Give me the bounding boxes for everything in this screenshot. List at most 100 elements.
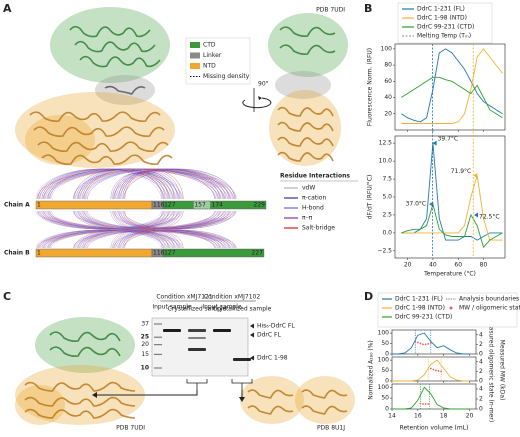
y-tick-label: 0 <box>385 378 389 385</box>
y-tick-label: 0.0 <box>382 229 392 236</box>
legend-swatch <box>190 52 200 59</box>
y-axis-label: dF/dT (RFU/°C) <box>367 175 374 220</box>
structure-ribbon <box>24 381 136 392</box>
chain-ctd <box>162 248 265 258</box>
structure-ribbon <box>24 396 136 407</box>
pdb-label: PDB 7UDI <box>116 425 145 432</box>
arrowhead <box>239 397 245 402</box>
gel-band <box>188 337 206 339</box>
mw-point <box>416 341 419 344</box>
pdb-label: PDB 8U1J <box>317 425 345 432</box>
mw-point <box>429 342 432 344</box>
mw-point <box>424 403 427 405</box>
y-axis-label: Normalized A₂₈₀ (%) <box>368 340 375 400</box>
structure-ribbon <box>277 151 334 162</box>
y-tick-label: 12.5 <box>379 140 393 147</box>
y-tick-label: 10.0 <box>379 158 393 165</box>
gel-band <box>188 329 206 332</box>
interaction-label: Salt-bridge <box>302 225 335 232</box>
structure-surface <box>50 7 170 83</box>
legend-label: Melting Temp (Tₘ) <box>417 33 471 40</box>
peak-marker <box>432 140 437 146</box>
panel-label: A <box>3 2 12 15</box>
residue-number: 229 <box>254 202 266 209</box>
legend-swatch <box>449 306 453 310</box>
x-tick-label: 20 <box>404 262 412 269</box>
y2-tick-label: 4 <box>479 331 483 338</box>
legend-swatch <box>190 63 200 69</box>
band-pointer <box>250 355 254 361</box>
interaction-label: H-bond <box>302 205 324 212</box>
marker-label: 20 <box>141 341 149 348</box>
legend-label: MW / oligomeric state <box>459 305 520 312</box>
y-tick-label: −2.5 <box>377 247 392 254</box>
lane-label: Crystallized sample <box>168 306 227 313</box>
structure-ribbon <box>277 136 334 147</box>
mw-point <box>440 370 443 373</box>
legend-swatch <box>190 42 200 48</box>
y-tick-label: 100 <box>378 357 390 364</box>
arrowhead <box>92 392 97 398</box>
y-tick-label: 100 <box>378 330 390 337</box>
peak-label: 39.7°C <box>438 136 459 143</box>
mw-point <box>432 368 435 371</box>
interactions-title: Residue Interactions <box>280 173 350 180</box>
mw-point <box>429 367 432 370</box>
legend-label: Missing density <box>203 73 250 80</box>
y3-axis-label: Measured MW (kDa) <box>499 340 506 401</box>
lane-label: Input sample <box>152 304 192 311</box>
series-line <box>401 48 503 124</box>
lane-label: Input sample <box>202 304 242 311</box>
y-tick-label: 60 <box>384 78 392 85</box>
structure-ribbon <box>37 141 169 152</box>
mw-point <box>435 369 437 372</box>
chain-ntd <box>35 200 153 210</box>
legend-label: CTD <box>203 42 216 49</box>
gel <box>151 317 249 377</box>
structure-ribbon <box>79 55 161 68</box>
legend-label: DdrC 1-231 (FL) <box>417 6 465 13</box>
interaction-arc <box>124 169 184 200</box>
series-line <box>401 76 503 119</box>
mw-point <box>424 343 427 346</box>
panel-label: D <box>364 290 373 303</box>
series-line <box>401 202 503 249</box>
residue-number: 127 <box>164 202 176 209</box>
series-line <box>401 48 503 123</box>
condition-label: Condition xMJ7121 <box>156 294 212 301</box>
structure-ribbon <box>104 85 146 95</box>
structure-ribbon <box>279 26 336 37</box>
structure-surface <box>15 385 65 425</box>
y-tick-label: 100 <box>378 384 390 391</box>
y-tick-label: 100 <box>381 45 393 52</box>
legend-box <box>377 292 518 328</box>
structure-surface <box>295 376 355 424</box>
panel-label: C <box>3 290 11 303</box>
y-tick-label: 50 <box>381 367 389 374</box>
mw-point <box>427 403 430 405</box>
structure-ribbon <box>24 408 136 419</box>
peak-marker <box>473 172 478 178</box>
y2-tick-label: 2 <box>479 341 483 348</box>
structure-ribbon <box>74 40 156 53</box>
rotation-label: 90° <box>258 81 269 88</box>
marker-label: 15 <box>141 351 149 358</box>
interaction-label: vdW <box>302 185 315 192</box>
chain-ctd <box>162 200 267 210</box>
rotation-arrowhead <box>258 96 262 100</box>
x-tick-label: 80 <box>480 262 488 269</box>
plot-frame <box>391 356 477 382</box>
structure-ribbon <box>41 154 173 165</box>
plot-frame <box>391 383 477 410</box>
residue-number: 127 <box>164 250 176 257</box>
lane-label: Crystallized sample <box>213 306 272 313</box>
band-label: His₆-DdrC FL <box>257 323 295 330</box>
structure-ribbon <box>301 389 348 399</box>
y-tick-label: 5.0 <box>382 194 392 201</box>
peak-marker <box>429 201 434 207</box>
y-tick-label: 0 <box>385 406 389 413</box>
structure-ribbon <box>247 389 294 399</box>
peak-label: 37.0°C <box>406 201 427 208</box>
x-tick-label: 16 <box>414 413 422 420</box>
structure-ribbon <box>247 405 294 415</box>
